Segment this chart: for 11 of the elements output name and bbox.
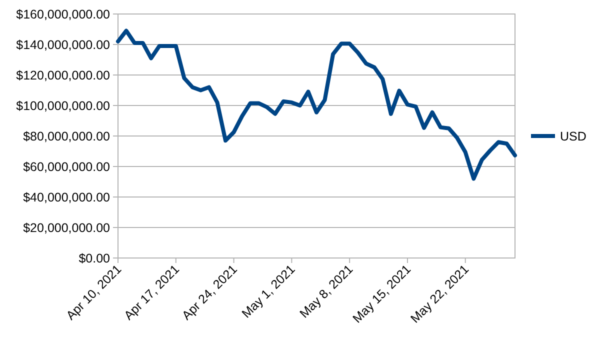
line-series (116, 28, 517, 181)
y-tick-label: $60,000,000.00 (23, 160, 110, 174)
y-tick-label: $80,000,000.00 (23, 129, 110, 144)
y-tick-label: $140,000,000.00 (16, 38, 110, 52)
y-tick-label: $20,000,000.00 (23, 220, 110, 235)
y-tick-label: $40,000,000.00 (23, 190, 110, 204)
y-tick-label: $0.00 (78, 251, 110, 266)
y-tick-label: $120,000,000.00 (16, 68, 110, 82)
y-tick-label: $100,000,000.00 (16, 98, 110, 113)
legend-label: USD (560, 129, 586, 144)
y-tick-label: $160,000,000.00 (16, 7, 110, 22)
